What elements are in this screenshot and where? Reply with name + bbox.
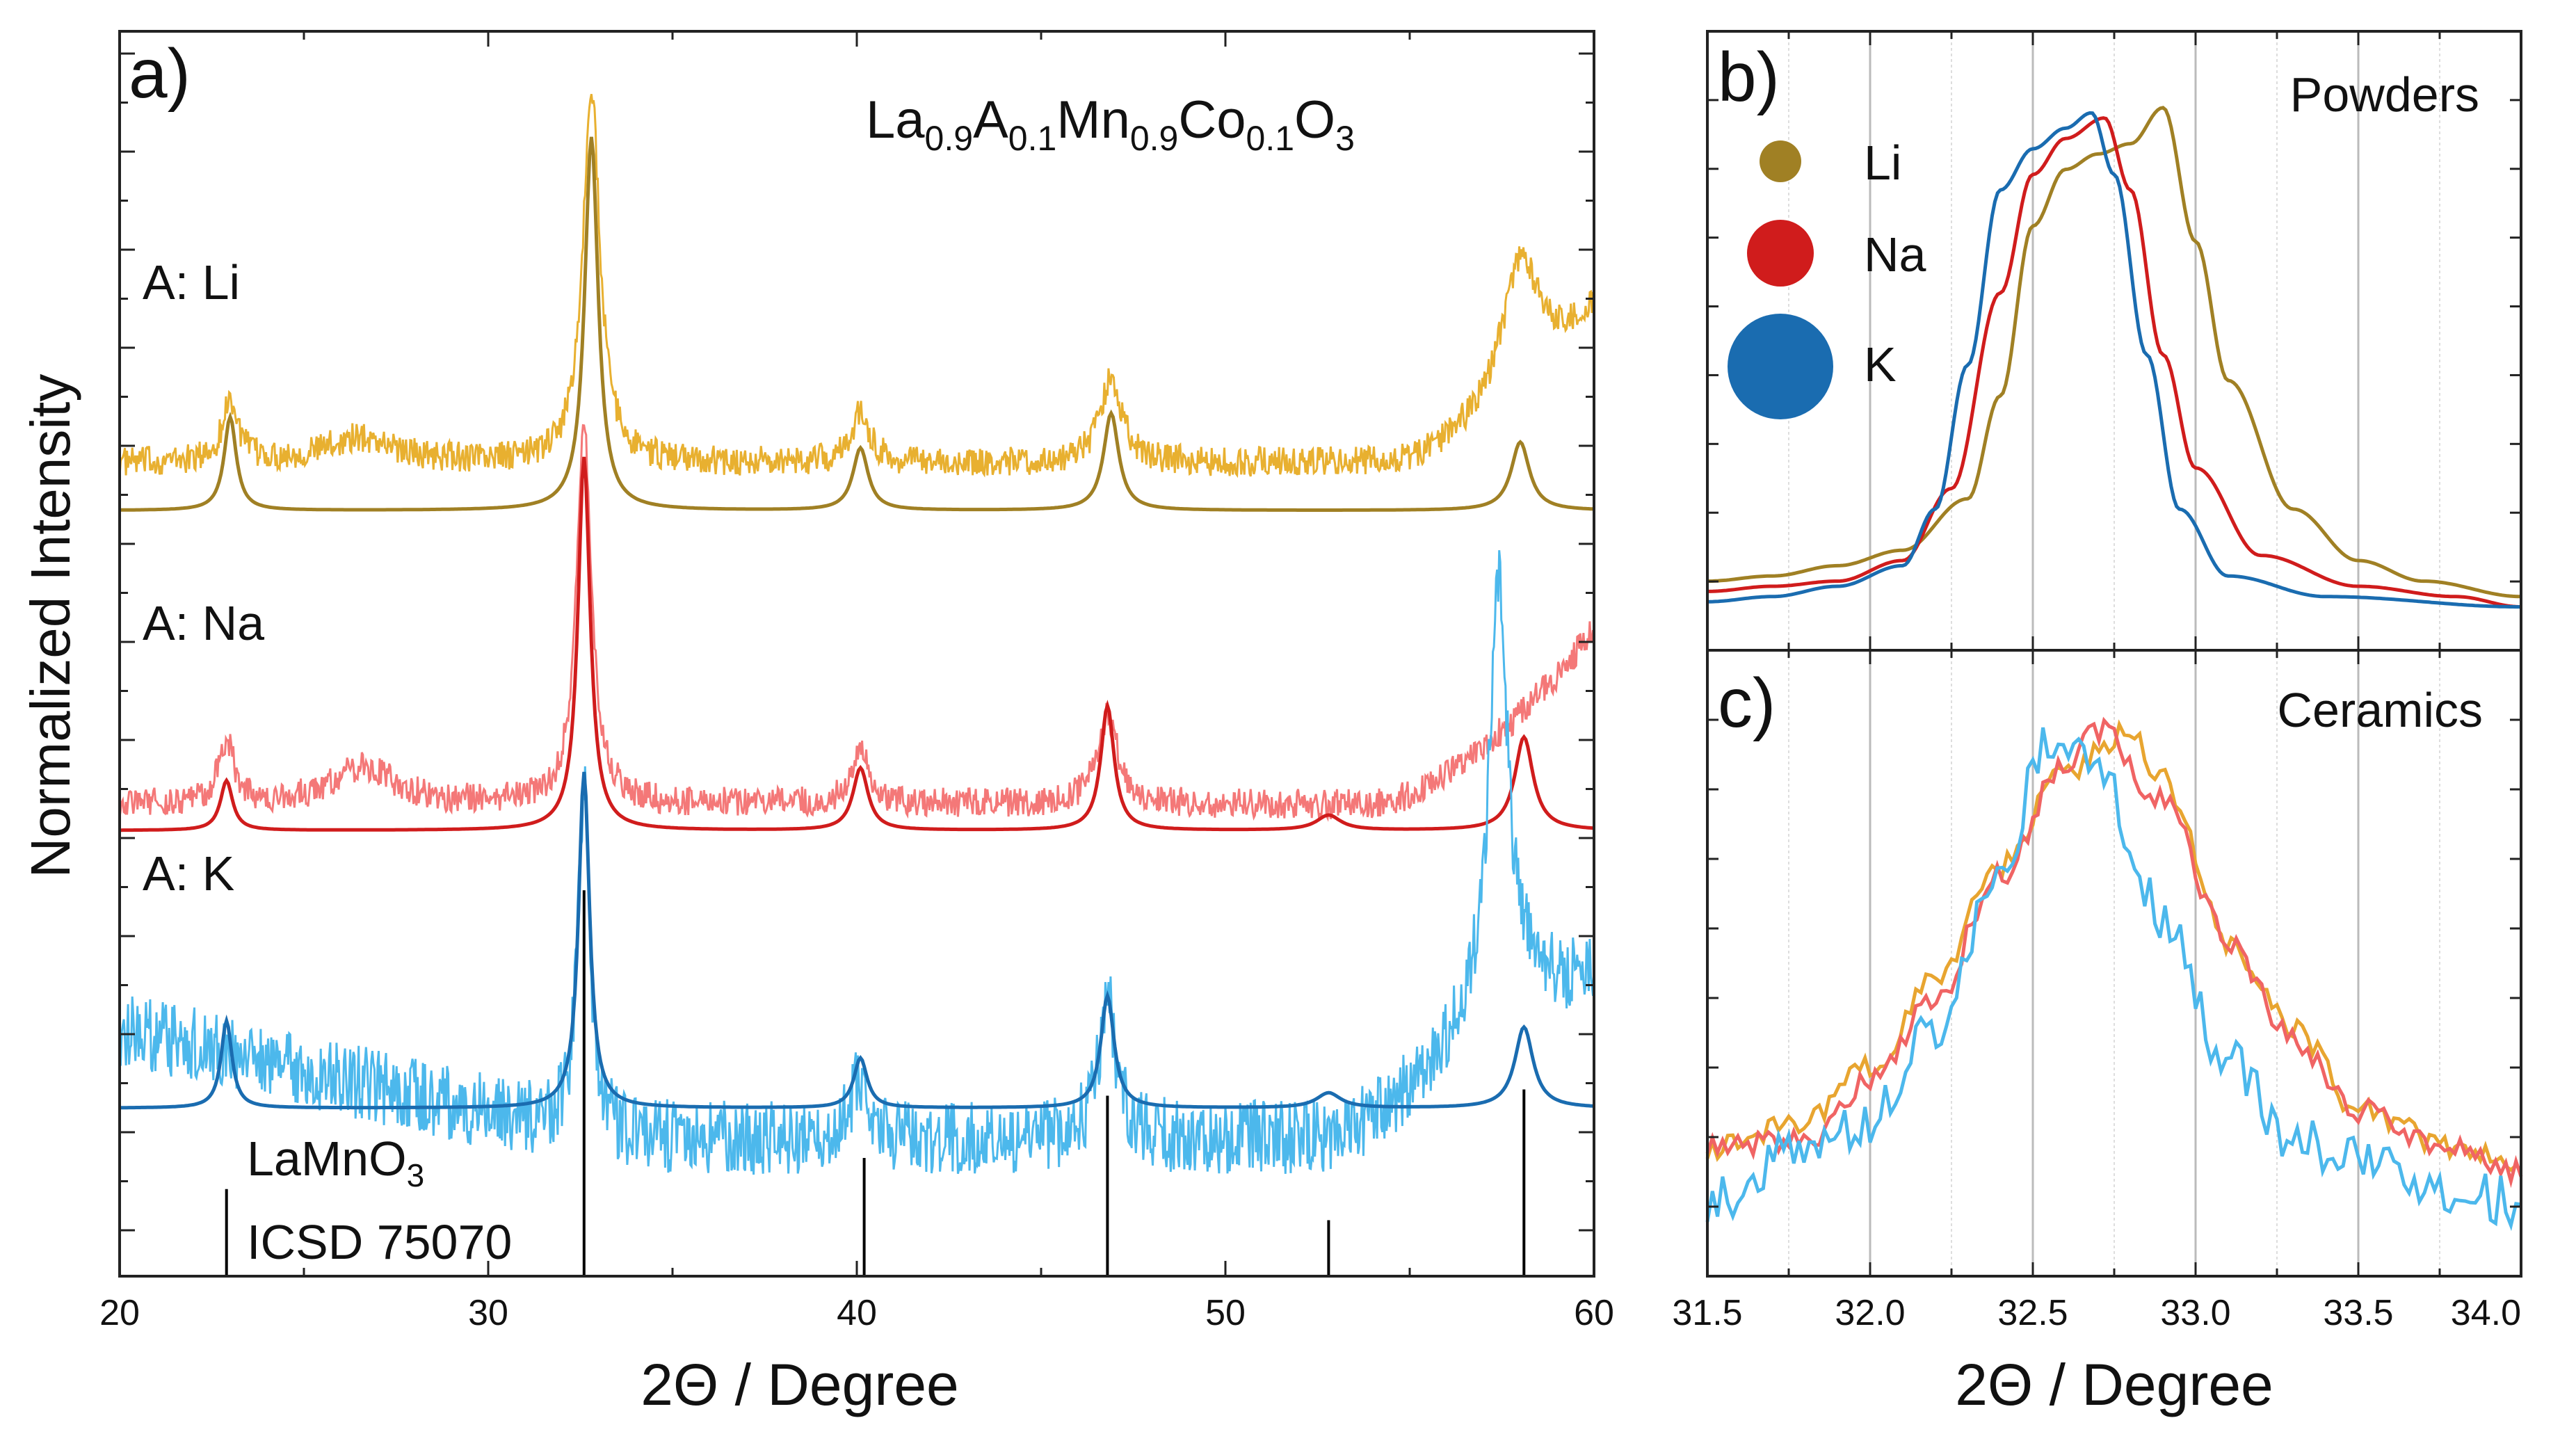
- annotation-a-na: A: Na: [143, 596, 264, 650]
- formula-a-sub: 0.1: [1008, 119, 1057, 158]
- xtick-label: 31.5: [1672, 1293, 1742, 1333]
- annotation-a-k: A: K: [143, 846, 234, 901]
- panel-a-frame: [118, 30, 1595, 1278]
- reference-formula: LaMnO: [247, 1132, 407, 1186]
- formula-la: La: [866, 90, 925, 150]
- curve-na: [1707, 116, 2522, 609]
- legend-li-label: Li: [1864, 136, 1901, 190]
- reference-peaks: [225, 890, 1526, 1276]
- panel-b-curves: [1707, 106, 2522, 609]
- curve-ali-ceramic: [118, 94, 1595, 478]
- curve-ana-powder: [120, 456, 1595, 832]
- legend-li-marker: [1760, 140, 1801, 182]
- curve-k: [1705, 727, 2522, 1232]
- panel-b-title: Powders: [2290, 67, 2479, 122]
- panel-a-label: a): [129, 35, 191, 113]
- curve-ali-powder: [119, 136, 1595, 512]
- panel-a-title: La0.9A0.1Mn0.9Co0.1O3: [866, 90, 1355, 158]
- xtick-label: 34.0: [2451, 1293, 2521, 1333]
- panel-b-label: b): [1718, 38, 1780, 116]
- panel-b-ticks: [1706, 31, 2522, 650]
- reference-id: ICSD 75070: [247, 1215, 512, 1269]
- panel-c-gridlines: [1788, 650, 2440, 1276]
- panel-a-xtick-label: 20: [99, 1293, 140, 1333]
- panel-c-label: c): [1718, 664, 1776, 742]
- xtick-label: 32.0: [1835, 1293, 1905, 1333]
- panel-a-ticks: 20 30 40 50 60: [99, 31, 1614, 1333]
- xtick-label: 33.0: [2160, 1293, 2230, 1333]
- panel-b: b) Powders Li Na K: [1706, 30, 2522, 652]
- curve-ak-ceramic: [119, 550, 1595, 1175]
- legend-k-label: K: [1864, 337, 1897, 392]
- formula-mn-sub: 0.9: [1130, 119, 1179, 158]
- legend-na-label: Na: [1864, 227, 1926, 282]
- annotation-a-li: A: Li: [143, 255, 240, 309]
- panel-a-curves: [118, 94, 1595, 1175]
- panel-c-ticks: 31.5 32.0 32.5 33.0 33.5 34.0: [1672, 650, 2522, 1333]
- panel-c-x-axis-label: 2Θ / Degree: [1955, 1352, 2273, 1417]
- panel-b-gridlines: [1788, 31, 2440, 650]
- panel-c-frame: [1706, 649, 2522, 1278]
- panel-a-xtick-label: 60: [1574, 1293, 1614, 1333]
- panel-a-xtick-label: 50: [1205, 1293, 1246, 1333]
- formula-co-sub: 0.1: [1246, 119, 1295, 158]
- panel-c-title: Ceramics: [2277, 683, 2483, 737]
- legend-k-marker: [1728, 314, 1833, 419]
- curve-ana-ceramic: [118, 424, 1595, 822]
- formula-co: Co: [1178, 90, 1246, 150]
- panel-a-xtick-label: 40: [837, 1293, 877, 1333]
- legend-na-marker: [1747, 220, 1814, 287]
- formula-a: A: [973, 90, 1008, 150]
- panel-a: 20 30 40 50 60 a) La0.9A0.1Mn0.9Co0.1O3 A: L…: [99, 30, 1614, 1417]
- formula-o-sub: 3: [1335, 119, 1355, 158]
- formula-mn: Mn: [1056, 90, 1130, 150]
- xtick-label: 32.5: [1997, 1293, 2068, 1333]
- panel-b-legend: Li Na K: [1728, 136, 1926, 419]
- panel-c: 31.5 32.0 32.5 33.0 33.5 34.0 c) Ceramics 2Θ …: [1672, 649, 2523, 1417]
- panel-c-curves: [1705, 716, 2523, 1232]
- panel-a-x-axis-label: 2Θ / Degree: [641, 1352, 959, 1417]
- y-axis-label: Normalized Intensity: [19, 374, 81, 878]
- reference-formula-sub: 3: [407, 1157, 425, 1193]
- formula-la-sub: 0.9: [925, 119, 974, 158]
- panel-b-frame: [1706, 30, 2522, 652]
- reference-label: LaMnO3: [247, 1132, 424, 1193]
- curve-ak-powder: [120, 771, 1595, 1110]
- xtick-label: 33.5: [2323, 1293, 2393, 1333]
- curve-li: [1705, 719, 2522, 1173]
- curve-k: [1707, 111, 2521, 609]
- formula-o: O: [1294, 90, 1335, 150]
- curve-na: [1705, 716, 2523, 1189]
- panel-a-xtick-label: 30: [468, 1293, 508, 1333]
- curve-li: [1707, 106, 2521, 599]
